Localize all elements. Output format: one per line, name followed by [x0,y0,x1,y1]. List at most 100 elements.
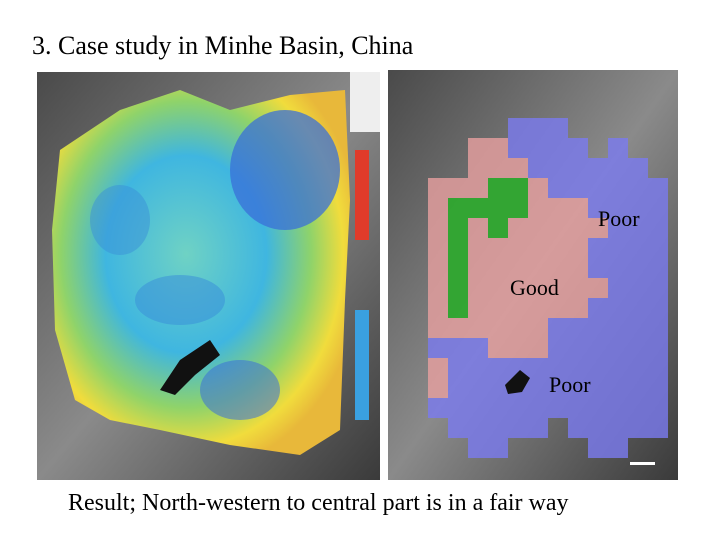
grid-cell [648,258,668,278]
grid-cell [448,178,468,198]
grid-cell [608,358,628,378]
grid-cell [448,298,468,318]
grid-cell [648,298,668,318]
grid-cell [528,378,548,398]
grid-cell [588,218,608,238]
grid-cell [628,278,648,298]
grid-cell [548,298,568,318]
grid-cell [528,238,548,258]
grid-cell [488,358,508,378]
grid-cell [548,318,568,338]
grid-cell [488,238,508,258]
map-label: Poor [549,372,591,397]
grid-cell [628,398,648,418]
grid-cell [548,398,568,418]
grid-cell [428,318,448,338]
blue-zone [90,185,150,255]
legend-bar [355,150,369,240]
scale-bar [630,462,655,465]
grid-cell [588,258,608,278]
grid-cell [508,238,528,258]
grid-cell [448,218,468,238]
grid-cell [488,418,508,438]
grid-cell [608,438,628,458]
grid-cell [508,318,528,338]
grid-cell [548,198,568,218]
grid-cell [508,398,528,418]
grid-cell [568,378,588,398]
grid-cell [568,158,588,178]
grid-cell [568,258,588,278]
grid-cell [608,398,628,418]
grid-cell [648,418,668,438]
grid-cell [508,158,528,178]
grid-cell [608,198,628,218]
grid-cell [468,318,488,338]
grid-cell [468,158,488,178]
suitability-grid [428,118,668,458]
grid-cell [448,238,468,258]
grid-cell [628,238,648,258]
grid-cell [608,378,628,398]
grid-cell [548,178,568,198]
grid-cell [528,278,548,298]
right-map [388,70,678,480]
grid-cell [528,118,548,138]
grid-cell [628,338,648,358]
grid-cell [528,218,548,238]
left-map [37,72,380,480]
grid-cell [488,438,508,458]
grid-cell [628,178,648,198]
grid-cell [528,158,548,178]
grid-cell [588,318,608,338]
grid-cell [568,298,588,318]
grid-cell [568,278,588,298]
grid-cell [428,378,448,398]
grid-cell [568,418,588,438]
grid-cell [588,278,608,298]
grid-cell [448,398,468,418]
grid-cell [528,298,548,318]
grid-cell [488,398,508,418]
grid-cell [548,158,568,178]
grid-cell [528,418,548,438]
grid-cell [428,298,448,318]
grid-cell [468,418,488,438]
grid-cell [648,238,668,258]
grid-cell [448,418,468,438]
grid-cell [648,178,668,198]
legend-bar [355,310,369,420]
grid-cell [568,398,588,418]
grid-cell [508,198,528,218]
grid-cell [648,358,668,378]
grid-cell [508,298,528,318]
grid-cell [588,398,608,418]
grid-cell [488,178,508,198]
grid-cell [568,178,588,198]
grid-cell [508,218,528,238]
grid-cell [508,118,528,138]
grid-cell [568,238,588,258]
grid-cell [628,258,648,278]
grid-cell [448,378,468,398]
grid-cell [468,378,488,398]
grid-cell [468,218,488,238]
grid-cell [608,158,628,178]
grid-cell [428,238,448,258]
grid-cell [628,358,648,378]
grid-cell [548,138,568,158]
grid-cell [568,138,588,158]
reservoir [160,340,220,395]
grid-cell [648,398,668,418]
grid-cell [468,338,488,358]
grid-cell [588,198,608,218]
grid-cell [548,338,568,358]
grid-cell [588,158,608,178]
grid-cell [608,318,628,338]
grid-cell [428,398,448,418]
grid-cell [588,298,608,318]
grid-cell [548,118,568,138]
grid-cell [628,158,648,178]
grid-cell [648,218,668,238]
